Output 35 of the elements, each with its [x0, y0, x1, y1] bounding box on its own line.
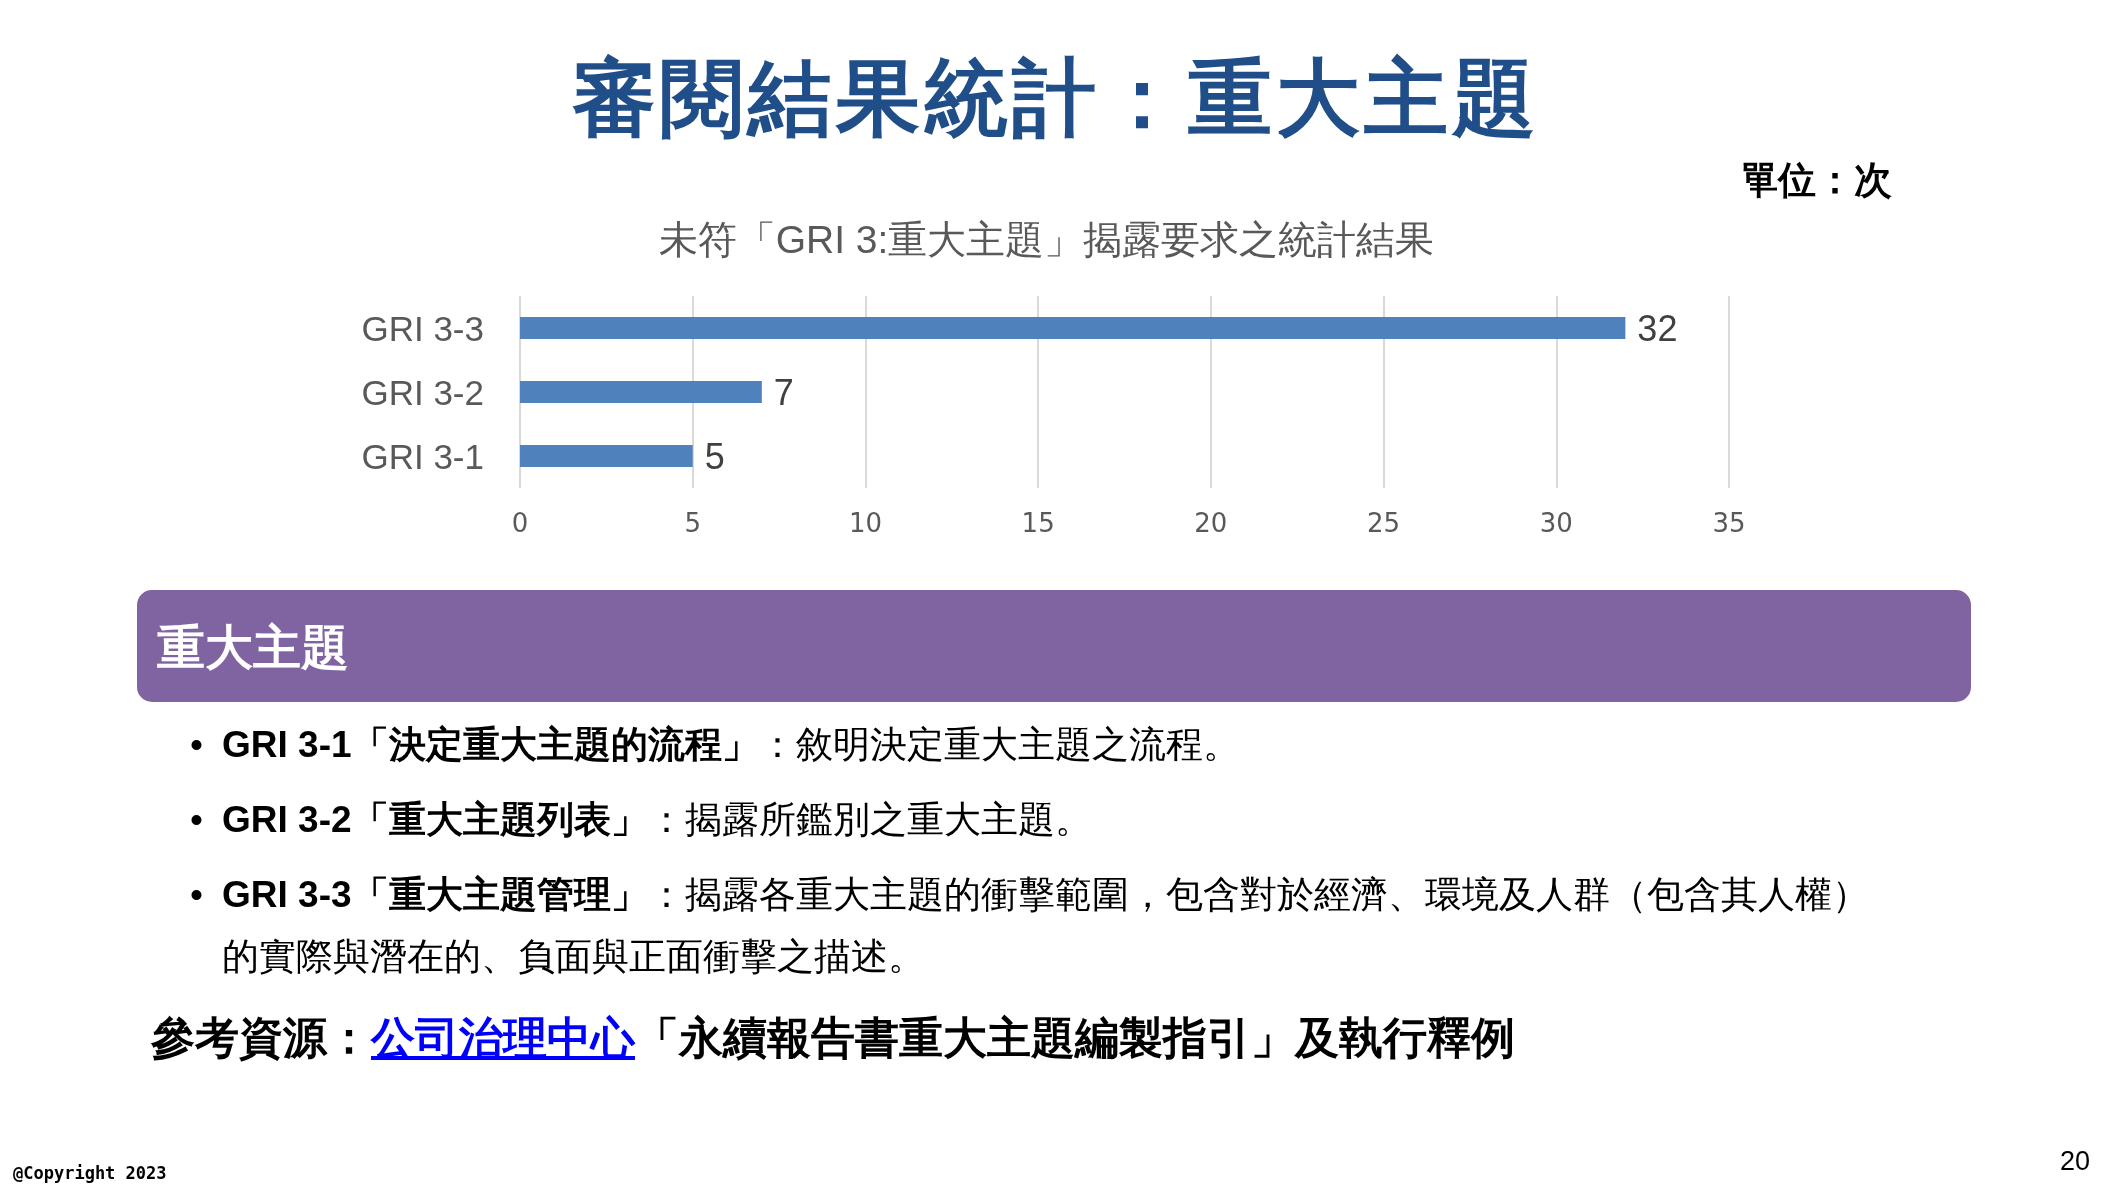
data-label: 32	[1637, 307, 1678, 349]
bar	[520, 381, 762, 403]
text: 的實際與潛在的、負面與正面衝擊之描述。	[222, 935, 925, 979]
text: 公司治理中心	[371, 1013, 635, 1062]
text: 參考資源：	[151, 1013, 371, 1062]
x-tick-label: 30	[1539, 508, 1573, 538]
data-label: 7	[773, 371, 794, 413]
x-tick-label: 25	[1367, 508, 1401, 538]
x-tick-label: 0	[511, 508, 529, 538]
text: ：敘明決定重大主題之流程。	[758, 724, 1240, 765]
x-tick-label: 15	[1021, 508, 1055, 538]
heading-banner: 重大主題	[134, 587, 1974, 705]
text: ：揭露所鑑別之重大主題。	[647, 799, 1092, 840]
text: •	[190, 873, 204, 917]
text: ：揭露各重大主題的衝擊範圍，包含對於經濟、環境及人群（包含其人權）	[647, 874, 1869, 915]
text: •	[190, 723, 204, 767]
bar	[520, 445, 693, 467]
chart-subtitle: 未符「GRI 3:重大主題」揭露要求之統計結果	[658, 218, 1435, 261]
text: GRI 3-2「重大主題列表」	[222, 799, 648, 840]
text: •	[190, 798, 204, 842]
y-tick-label: GRI 3-2	[361, 372, 484, 412]
text: 20	[2060, 1145, 2091, 1177]
x-tick-label: 5	[684, 508, 701, 538]
bar	[520, 317, 1626, 339]
text: GRI 3-3「重大主題管理」	[222, 874, 648, 915]
x-tick-label: 10	[848, 508, 882, 538]
x-tick-label: 35	[1712, 508, 1746, 538]
text: @Copyright 2023	[13, 1162, 167, 1184]
y-tick-label: GRI 3-3	[361, 308, 484, 348]
chart-title: 審閱結果統計：重大主題	[571, 50, 1541, 147]
x-tick-label: 20	[1194, 508, 1228, 538]
data-label: 5	[704, 435, 725, 477]
text: GRI 3-1「決定重大主題的流程」	[222, 724, 759, 765]
text: 「永續報告書重大主題編製指引」及執行釋例	[635, 1013, 1515, 1062]
y-tick-label: GRI 3-1	[361, 436, 484, 476]
